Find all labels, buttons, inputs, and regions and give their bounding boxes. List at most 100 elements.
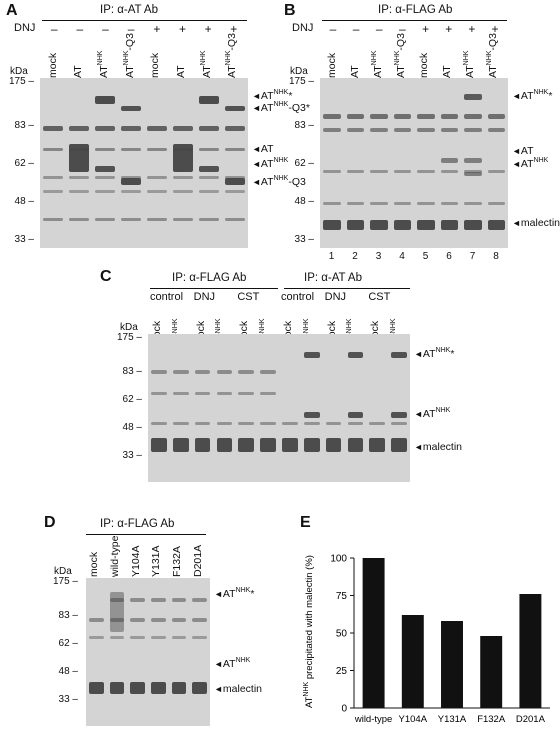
blot-band [172, 392, 189, 395]
blot-band [173, 126, 193, 131]
lane-label: mock [149, 52, 162, 78]
blot-band [69, 218, 89, 221]
mw-tick: 175 – [8, 76, 34, 87]
mw-tick: 33 – [58, 694, 78, 705]
blot-band [109, 636, 125, 639]
mw-tick: 62 – [122, 394, 142, 405]
blot-band [121, 106, 141, 111]
y-tick-label: 100 [330, 554, 347, 565]
blot-band [464, 114, 482, 119]
blot-band [89, 682, 104, 694]
mw-tick: 175 – [116, 332, 142, 343]
dnj-sign: + [491, 22, 499, 36]
blot-band [346, 114, 364, 119]
bar [362, 558, 385, 708]
dnj-sign: + [422, 22, 430, 36]
blot-band [43, 218, 63, 221]
panel-d-ticks: 175 – 83 – 62 – 48 – 33 – [44, 576, 82, 726]
blot-band [95, 190, 115, 193]
blot-band [69, 144, 89, 172]
blot-band [323, 220, 341, 230]
blot-band [151, 636, 166, 639]
band-marker: ◄AT [512, 145, 534, 157]
blot-band [464, 220, 482, 230]
blot-band [417, 128, 435, 132]
blot-band [260, 422, 276, 425]
panel-a-kda: kDa [10, 66, 28, 77]
blot-band [151, 370, 167, 374]
dnj-sign: + [204, 22, 212, 36]
lane-label: ATNHK [199, 50, 213, 78]
blot-band [464, 202, 482, 205]
mw-tick: 33 – [122, 450, 142, 461]
blot-band [151, 438, 167, 452]
blot-band [238, 422, 255, 425]
blot-band [121, 176, 141, 179]
blot-band [487, 220, 505, 230]
blot-band [130, 598, 145, 602]
blot-band [417, 202, 435, 205]
blot-band [464, 94, 482, 100]
blot-band [323, 114, 341, 119]
blot-band [238, 392, 255, 395]
panel-c-ip-right-bar [284, 288, 410, 289]
band-marker: ◄ATNHK [512, 157, 549, 170]
y-tick-label: 0 [341, 704, 347, 715]
mw-tick: 33 – [14, 234, 34, 245]
blot-band [347, 422, 364, 425]
blot-band [171, 598, 187, 602]
blot-band [487, 114, 505, 119]
blot-band [130, 618, 145, 622]
mw-tick: 62 – [58, 638, 78, 649]
band-marker: ◄ATNHK* [512, 89, 553, 102]
panel-b-lane-numbers: 1 2 3 4 5 6 7 8 [320, 251, 508, 265]
blot-band [216, 438, 233, 452]
panel-a-dnj-label: DNJ [14, 22, 36, 34]
band-marker: ◄AT [252, 143, 274, 155]
blot-band [487, 202, 505, 205]
panel-b-ip-bar [322, 20, 507, 21]
blot-band [199, 190, 219, 193]
panel-b-markers: ◄ATNHK* ◄AT ◄ATNHK ◄malectin [510, 78, 560, 248]
panel-c-kda: kDa [120, 322, 138, 333]
blot-band [440, 158, 458, 163]
blot-band [393, 220, 411, 230]
y-tick-label: 25 [336, 666, 348, 677]
blot-band [391, 352, 407, 358]
blot-band [173, 218, 193, 221]
mw-tick: 48 – [58, 666, 78, 677]
lane-label: AT [72, 65, 85, 78]
blot-band [393, 170, 411, 173]
band-marker: ◄ATNHK [252, 157, 289, 170]
panel-c-letter: C [100, 268, 112, 285]
mw-tick: 62 – [294, 158, 314, 169]
lane-number: 1 [328, 251, 335, 262]
blot-band [199, 166, 219, 172]
blot-band [216, 392, 233, 395]
blot-band [173, 176, 193, 179]
lane-label: AT [441, 65, 454, 78]
lane-label: AT [348, 65, 361, 78]
lane-label: ATNHK [97, 50, 111, 78]
blot-band [346, 170, 364, 173]
blot-band [417, 170, 435, 173]
category-label: F132A [477, 714, 506, 725]
blot-band [109, 618, 125, 622]
mw-tick: 48 – [14, 196, 34, 207]
panel-a-ticks: 175 – 83 – 62 – 48 – 33 – [0, 76, 38, 248]
blot-band [347, 352, 364, 358]
blot-band [89, 618, 104, 622]
blot-band [192, 636, 207, 639]
blot-band [393, 202, 411, 205]
blot-band [194, 392, 211, 395]
dnj-sign: – [375, 22, 383, 36]
blot-band [194, 370, 211, 374]
blot-band [370, 128, 388, 132]
panel-c-ip-left: IP: α-FLAG Ab [172, 272, 247, 284]
bar [519, 594, 542, 708]
bar [401, 615, 424, 708]
panel-a-letter: A [6, 2, 18, 19]
blot-band [323, 128, 341, 132]
dnj-sign: – [102, 22, 109, 36]
blot-band [487, 128, 505, 132]
